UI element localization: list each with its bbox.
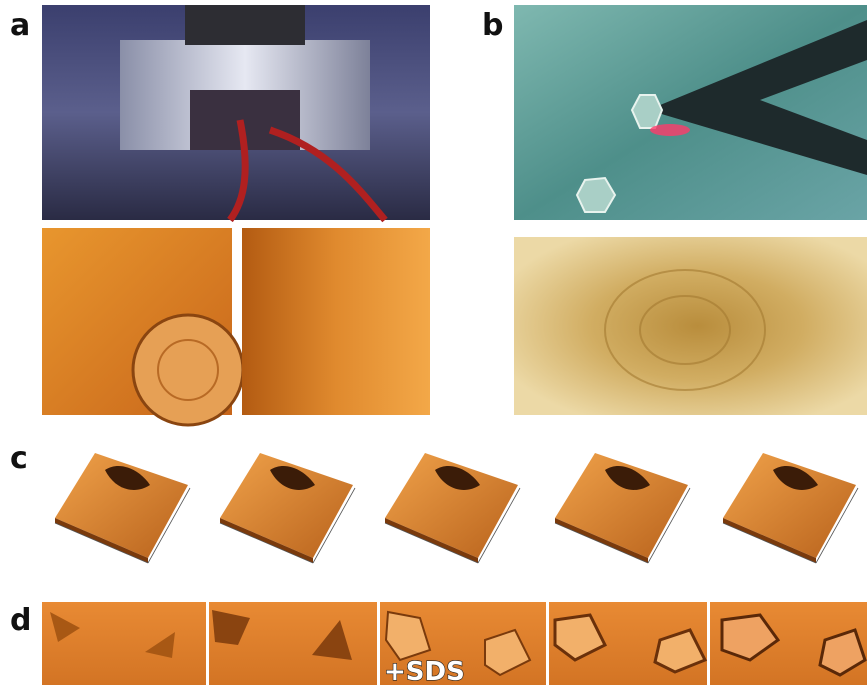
separator	[707, 602, 710, 685]
separator	[377, 602, 380, 685]
panel-d: d +SDS	[10, 602, 867, 685]
figure: a b c d	[0, 0, 867, 685]
surface-plot	[55, 453, 190, 563]
panel-c: c	[10, 441, 858, 563]
afm-image	[242, 228, 430, 415]
separator	[546, 602, 549, 685]
panel-label: d	[10, 603, 31, 638]
afm-image	[514, 237, 867, 415]
panel-label: c	[10, 441, 28, 476]
panel-label: b	[482, 8, 503, 43]
instrument-top	[185, 5, 305, 45]
panel-label: a	[10, 8, 30, 43]
panel-a: a	[10, 5, 430, 425]
spiral-feature	[133, 315, 243, 425]
annotation: +SDS	[384, 657, 465, 685]
separator	[206, 602, 209, 685]
panel-b: b	[482, 5, 867, 415]
laser-spot	[650, 124, 690, 136]
